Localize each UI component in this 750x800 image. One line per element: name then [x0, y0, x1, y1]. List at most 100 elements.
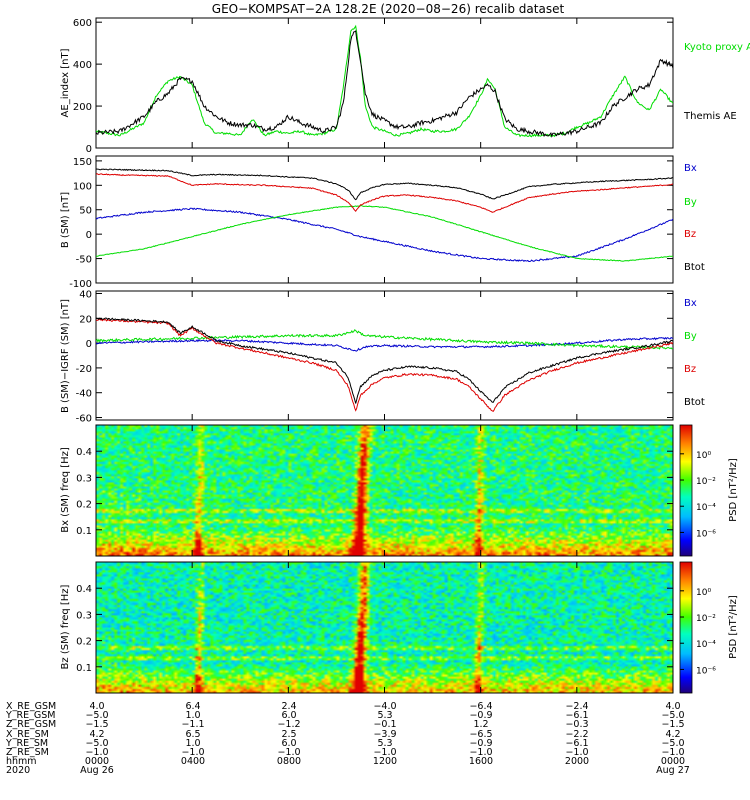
ephemeris-cell: −1.0	[565, 747, 588, 758]
y-tick-label: 0.3	[76, 610, 92, 621]
y-axis-label: Bx (SM) freq [Hz]	[60, 447, 71, 533]
y-axis-ticks: -60 -40 -20 0 20 40	[76, 289, 674, 425]
y-axis-ticks: -100 -50 0 50 100 150	[69, 156, 674, 290]
ephemeris-cell: −2.2	[565, 729, 588, 740]
ephemeris-cell: 2.4	[281, 701, 296, 712]
ephemeris-cell: −1.0	[661, 747, 684, 758]
colorbar-tick-label: 10⁻⁴	[696, 503, 716, 513]
ephemeris-cell: 4.2	[665, 729, 680, 740]
ephemeris-cell: 2.5	[281, 729, 296, 740]
ephemeris-cell: 1.2	[473, 719, 488, 730]
series-line-by	[96, 329, 673, 350]
legend: Bx By Bz Btot	[684, 298, 705, 408]
series-line-bz	[96, 318, 673, 412]
y-tick-label: 150	[73, 157, 92, 168]
y-tick-label: -50	[76, 255, 92, 266]
ephemeris-cell: Aug 26	[80, 765, 114, 776]
b-sm-panel: -100 -50 0 50 100 150 B (SM) [nT] Bx By Bz Btot	[60, 155, 705, 290]
bx-spectrogram-panel: 0.10.20.30.4 Bx (SM) freq [Hz] 10⁰10⁻²10…	[60, 424, 739, 557]
ephemeris-cell: 1.0	[185, 710, 200, 721]
ephemeris-cell: −3.9	[373, 729, 396, 740]
y-tick-label: 20	[79, 314, 92, 325]
y-axis-ticks: 0 200 400 600	[73, 18, 674, 155]
y-tick-label: 0.4	[76, 584, 92, 595]
ephemeris-cell: −1.2	[277, 719, 300, 730]
y-axis-label: B (SM) [nT]	[60, 192, 71, 248]
ephemeris-cell: −0.9	[469, 738, 492, 749]
ephemeris-cell: −0.1	[373, 719, 396, 730]
y-tick-label: -100	[69, 279, 92, 290]
ephemeris-cell: 0800	[277, 756, 301, 767]
ephemeris-cell: 0000	[85, 756, 109, 767]
ephemeris-row-label: X_RE_GSM	[6, 701, 56, 712]
ephemeris-cell: Aug 27	[656, 765, 690, 776]
legend-kyoto: Kyoto proxy AE	[684, 42, 750, 53]
ephemeris-table: X_RE_GSMY_RE_GSMZ_RE_GSMX_RE_SMY_RE_SMZ_…	[5, 701, 690, 776]
ephemeris-cell: −1.0	[469, 747, 492, 758]
ephemeris-cell: −0.9	[469, 710, 492, 721]
y-tick-label: -40	[76, 389, 92, 400]
colorbar	[679, 561, 693, 694]
ephemeris-cell: −1.0	[277, 747, 300, 758]
bz-spectrogram	[96, 562, 673, 693]
ephemeris-cell: −1.0	[181, 747, 204, 758]
y-axis-label: B (SM)−IGRF (SM) [nT]	[60, 299, 71, 413]
ephemeris-cell: 1.0	[185, 738, 200, 749]
ephemeris-cell: −1.0	[373, 747, 396, 758]
series-line-bz	[96, 173, 673, 213]
bx-spectrogram	[96, 425, 673, 556]
series-line-btot	[96, 168, 673, 201]
y-axis-label: AE_index [nT]	[60, 48, 71, 117]
ephemeris-cell: −2.4	[565, 701, 588, 712]
y-tick-label: 0	[86, 144, 92, 155]
ephemeris-cell: 0000	[661, 756, 685, 767]
ephemeris-cell: 4.2	[89, 729, 104, 740]
ephemeris-row-label: Y_RE_SM	[5, 738, 48, 749]
ephemeris-cell: 6.0	[281, 738, 296, 749]
ephemeris-cell: 5.3	[377, 710, 392, 721]
y-tick-label: 0.1	[76, 663, 92, 674]
series-line-themis-ae	[96, 30, 673, 138]
colorbar-ticks: 10⁰ 10⁻² 10⁻⁴ 10⁻⁶	[680, 451, 716, 539]
plot-frame	[95, 290, 674, 421]
legend-bx: Bx	[684, 163, 697, 174]
ephemeris-row-label: X_RE_SM	[6, 729, 49, 740]
ephemeris-cell: −5.0	[661, 710, 684, 721]
y-tick-label: 0	[86, 230, 92, 241]
ephemeris-row-label: 2020	[6, 765, 30, 776]
y-tick-label: 0.4	[76, 447, 92, 458]
colorbar-label: PSD [nT²/Hz]	[728, 458, 739, 522]
y-tick-label: 0.1	[76, 526, 92, 537]
ephemeris-cell: −6.5	[469, 729, 492, 740]
ephemeris-cell: 2000	[565, 756, 589, 767]
legend-btot: Btot	[684, 262, 705, 273]
legend-by: By	[684, 331, 697, 342]
colorbar	[679, 424, 693, 557]
legend-themis: Themis AE	[683, 111, 737, 122]
y-tick-label: 600	[73, 18, 92, 29]
ephemeris-cell: 5.3	[377, 738, 392, 749]
ephemeris-cell: 4.0	[665, 701, 680, 712]
colorbar-tick-label: 10⁻⁶	[696, 529, 716, 539]
y-tick-label: -60	[76, 414, 92, 425]
series-line-btot	[96, 317, 673, 404]
colorbar-tick-label: 10⁻²	[696, 614, 716, 624]
y-tick-label: 50	[79, 206, 92, 217]
y-tick-label: 0.2	[76, 500, 92, 511]
bz-spectrogram-panel: 0.10.20.30.4 Bz (SM) freq [Hz] 10⁰10⁻²10…	[60, 561, 739, 694]
ephemeris-cell: −6.4	[469, 701, 492, 712]
ephemeris-cell: 6.0	[281, 710, 296, 721]
y-tick-label: 0	[86, 339, 92, 350]
ephemeris-cell: −1.5	[661, 719, 684, 730]
ephemeris-cell: 1600	[469, 756, 493, 767]
legend-bz: Bz	[684, 364, 696, 375]
ephemeris-cell: −6.1	[565, 738, 588, 749]
colorbar-tick-label: 10⁻⁶	[696, 666, 716, 676]
series-line-kyoto-proxy-ae	[96, 24, 673, 138]
legend: Bx By Bz Btot	[684, 163, 705, 273]
y-tick-label: 0.3	[76, 473, 92, 484]
ephemeris-cell: −5.0	[85, 710, 108, 721]
ephemeris-row-label: Y_RE_GSM	[5, 710, 56, 721]
